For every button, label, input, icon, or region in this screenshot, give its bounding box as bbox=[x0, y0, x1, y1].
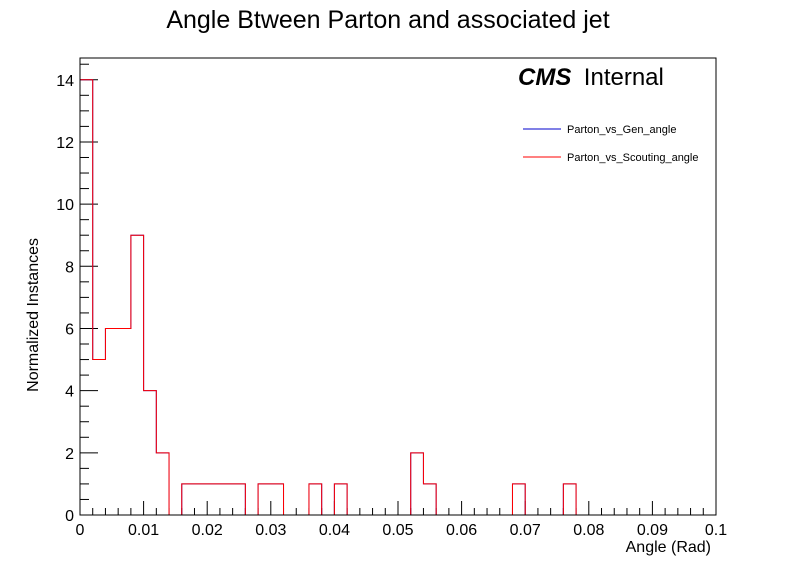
y-tick-label: 4 bbox=[65, 384, 74, 401]
y-tick-label: 12 bbox=[56, 135, 74, 152]
chart-title: Angle Btween Parton and associated jet bbox=[166, 6, 609, 34]
y-tick-label: 2 bbox=[65, 446, 74, 463]
series-line-Parton_vs_Gen_angle bbox=[79, 79, 716, 516]
x-tick-label: 0.09 bbox=[637, 522, 668, 539]
y-axis-label: Normalized Instances bbox=[25, 238, 42, 392]
plot-frame bbox=[79, 57, 717, 516]
x-tick-label: 0 bbox=[76, 522, 85, 539]
cms-bold-text: CMS bbox=[518, 64, 571, 91]
x-tick-label: 0.1 bbox=[705, 522, 727, 539]
legend-entry: Parton_vs_Scouting_angle bbox=[567, 152, 698, 164]
x-tick-label: 0.04 bbox=[319, 522, 350, 539]
x-tick-label: 0.03 bbox=[255, 522, 286, 539]
y-tick-label: 0 bbox=[65, 508, 74, 525]
x-tick-label: 0.01 bbox=[128, 522, 159, 539]
y-tick-label: 14 bbox=[56, 73, 74, 90]
x-tick-label: 0.05 bbox=[382, 522, 413, 539]
cms-label: CMS Internal bbox=[518, 64, 664, 91]
legend: Parton_vs_Gen_angle Parton_vs_Scouting_an… bbox=[523, 124, 698, 164]
y-tick-label: 10 bbox=[56, 197, 74, 214]
legend-entry: Parton_vs_Gen_angle bbox=[567, 124, 676, 136]
x-tick-label: 0.08 bbox=[573, 522, 604, 539]
histogram-series bbox=[79, 79, 716, 516]
x-tick-label: 0.02 bbox=[192, 522, 223, 539]
y-tick-label: 6 bbox=[65, 321, 74, 338]
tick-labels: 0 0.01 0.02 0.03 0.04 0.05 0.06 0.07 0.08 0.09 0.1… bbox=[56, 73, 727, 539]
x-tick-label: 0.07 bbox=[510, 522, 541, 539]
series-line-Parton_vs_Scouting_angle bbox=[79, 79, 716, 516]
x-tick-label: 0.06 bbox=[446, 522, 477, 539]
cms-internal-text: Internal bbox=[584, 64, 664, 91]
x-axis-label: Angle (Rad) bbox=[626, 539, 711, 556]
y-tick-label: 8 bbox=[65, 259, 74, 276]
